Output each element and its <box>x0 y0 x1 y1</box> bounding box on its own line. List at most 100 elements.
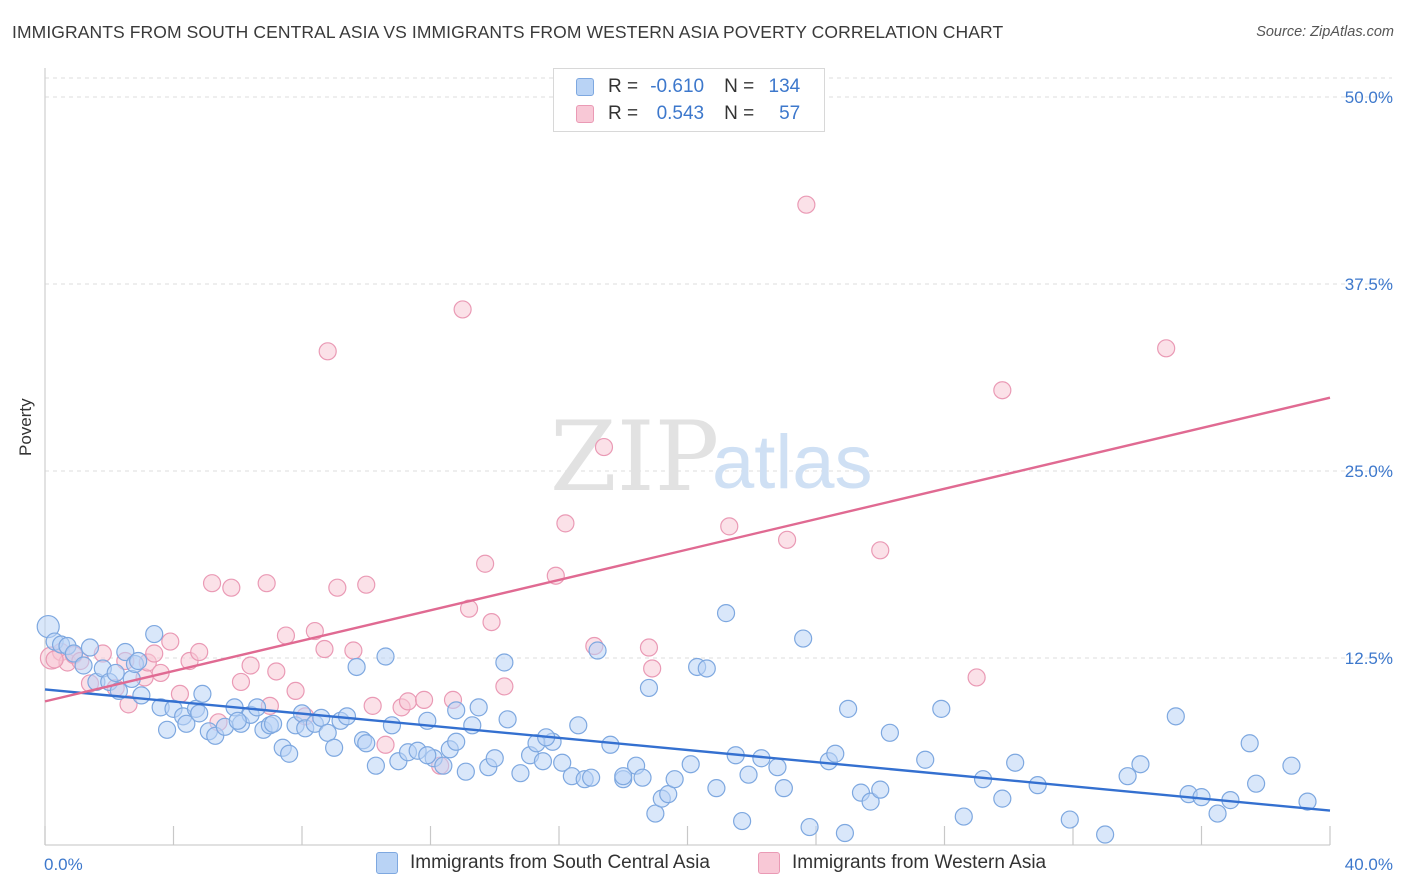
point-south-central-asia <box>376 647 395 666</box>
watermark-zip: ZIP <box>550 401 719 513</box>
correlation-legend: R = -0.610 N = 134 R = 0.543 N = 57 <box>553 68 825 132</box>
point-south-central-asia <box>553 753 572 772</box>
point-western-asia <box>453 300 472 319</box>
point-south-central-asia <box>1298 792 1317 811</box>
gridlines <box>45 77 1392 659</box>
point-south-central-asia <box>1060 810 1079 829</box>
point-south-central-asia <box>871 780 890 799</box>
point-western-asia <box>241 656 260 675</box>
point-south-central-asia <box>839 699 858 718</box>
point-western-asia <box>318 342 337 361</box>
point-south-central-asia <box>533 752 553 771</box>
point-western-asia <box>556 514 575 533</box>
point-south-central-asia <box>145 624 164 644</box>
point-western-asia <box>202 574 222 593</box>
point-south-central-asia <box>447 732 466 751</box>
point-south-central-asia <box>774 779 793 798</box>
point-south-central-asia <box>739 765 758 784</box>
point-western-asia <box>315 639 334 659</box>
watermark-atlas: atlas <box>712 420 873 505</box>
legend-n-value: 134 <box>768 76 801 97</box>
point-western-asia <box>231 672 251 692</box>
point-south-central-asia <box>106 663 125 683</box>
point-south-central-asia <box>418 746 437 765</box>
point-south-central-asia <box>366 756 385 775</box>
trend-line-western-asia <box>44 396 1331 703</box>
point-western-asia <box>161 632 180 651</box>
point-western-asia <box>376 735 395 754</box>
tick-labels: 12.5% 25.0% 37.5% 50.0% 0.0% 40.0% <box>44 88 1393 874</box>
legend-swatch-pink <box>576 105 594 123</box>
point-south-central-asia <box>1166 707 1185 726</box>
point-south-central-asia <box>177 714 196 733</box>
y-tick-label: 12.5% <box>1345 649 1393 668</box>
point-western-asia <box>639 638 659 657</box>
point-south-central-asia <box>1208 804 1227 823</box>
trend-lines <box>44 396 1331 812</box>
point-south-central-asia <box>247 698 267 717</box>
point-western-asia <box>222 578 241 597</box>
point-western-asia <box>305 621 324 641</box>
legend-swatch-blue <box>576 78 594 96</box>
point-south-central-asia <box>129 651 148 671</box>
point-south-central-asia <box>569 716 588 735</box>
point-south-central-asia <box>800 817 819 837</box>
point-south-central-asia <box>707 779 726 798</box>
watermark: ZIP atlas <box>550 401 873 513</box>
axes <box>44 68 1331 846</box>
legend-r-value: -0.610 <box>650 76 705 97</box>
point-western-asia <box>276 626 296 645</box>
point-western-asia <box>286 681 305 701</box>
point-south-central-asia <box>646 804 665 823</box>
point-south-central-asia <box>880 723 899 742</box>
point-western-asia <box>871 541 890 560</box>
point-south-central-asia <box>916 750 935 769</box>
point-western-asia <box>414 690 434 709</box>
point-south-central-asia <box>469 698 488 717</box>
chart-title: IMMIGRANTS FROM SOUTH CENTRAL ASIA VS IM… <box>12 22 1004 42</box>
series-legend-south-central-asia[interactable]: Immigrants from South Central Asia <box>376 852 710 874</box>
legend-n-label: N = <box>724 103 755 124</box>
point-south-central-asia <box>659 785 678 804</box>
point-south-central-asia <box>861 792 880 811</box>
point-south-central-asia <box>582 768 601 787</box>
series-legend-swatch-pink <box>758 852 780 874</box>
point-south-central-asia <box>733 811 752 831</box>
point-south-central-asia <box>357 734 376 753</box>
point-western-asia <box>328 578 347 597</box>
legend-row-south-central-asia: R = -0.610 N = 134 <box>576 75 800 99</box>
point-western-asia <box>797 195 816 214</box>
point-south-central-asia <box>768 758 787 777</box>
point-south-central-asia <box>456 762 475 781</box>
point-south-central-asia <box>498 710 517 729</box>
point-western-asia <box>363 696 382 715</box>
point-south-central-asia <box>64 644 84 663</box>
point-south-central-asia <box>280 744 299 763</box>
point-south-central-asia <box>697 659 716 678</box>
x-tick-label-first: 0.0% <box>44 855 83 874</box>
point-south-central-asia <box>681 755 700 774</box>
point-western-asia <box>1157 339 1176 358</box>
point-south-central-asia <box>434 756 453 775</box>
series-legend-swatch-blue <box>376 852 398 874</box>
point-south-central-asia <box>190 704 209 723</box>
point-south-central-asia <box>447 701 466 720</box>
point-south-central-asia <box>1096 825 1115 844</box>
point-south-central-asia <box>954 807 973 826</box>
point-south-central-asia <box>1028 776 1047 795</box>
series-legend: Immigrants from South Central Asia Immig… <box>0 852 1406 878</box>
point-western-asia <box>357 575 376 594</box>
point-south-central-asia <box>826 744 845 763</box>
y-axis-label: Poverty <box>16 398 35 456</box>
point-south-central-asia <box>932 699 951 718</box>
point-western-asia <box>267 662 286 681</box>
series-legend-label: Immigrants from South Central Asia <box>410 852 710 873</box>
point-south-central-asia <box>132 686 151 705</box>
point-western-asia <box>482 612 501 632</box>
point-south-central-asia <box>495 653 514 672</box>
point-south-central-asia <box>74 656 93 675</box>
point-south-central-asia <box>263 714 283 733</box>
point-south-central-asia <box>80 638 100 657</box>
series-legend-western-asia[interactable]: Immigrants from Western Asia <box>758 852 1046 874</box>
point-south-central-asia <box>601 735 620 754</box>
